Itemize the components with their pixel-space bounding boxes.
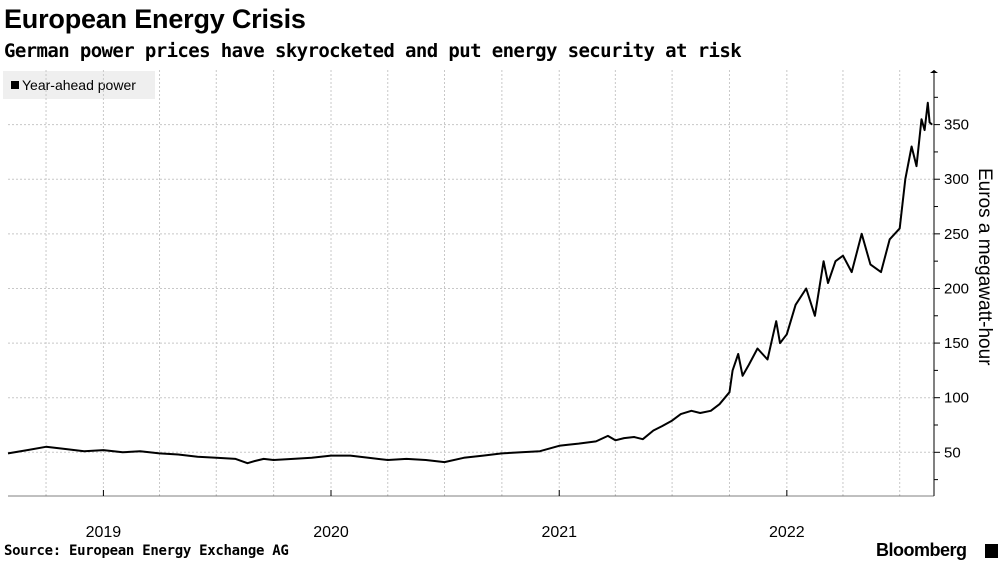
legend: Year-ahead power (3, 71, 155, 99)
legend-label: Year-ahead power (22, 77, 136, 93)
chart-title: European Energy Crisis (4, 4, 306, 34)
x-tick-label: 2019 (86, 524, 122, 541)
chart-subtitle: German power prices have skyrocketed and… (4, 40, 742, 62)
y-tick-label: 150 (944, 335, 969, 352)
y-axis-arrow-icon (930, 70, 938, 73)
y-axis-title: Euros a megawatt-hour (974, 168, 995, 366)
y-tick-label: 300 (944, 171, 969, 188)
brand-mark-icon (985, 544, 998, 558)
y-tick-label: 100 (944, 390, 969, 407)
x-tick-label: 2020 (313, 524, 349, 541)
x-tick-label: 2021 (541, 524, 577, 541)
y-tick-label: 200 (944, 280, 969, 297)
source-note: Source: European Energy Exchange AG (4, 543, 289, 559)
legend-swatch (11, 81, 19, 89)
y-tick-label: 250 (944, 226, 969, 243)
y-axis: 50 100 150 200 250 300 350 (930, 70, 969, 496)
series-line-year-ahead-power (7, 101, 933, 465)
y-tick-label: 50 (944, 444, 961, 461)
grid (8, 70, 934, 496)
x-tick-label: 2022 (769, 524, 805, 541)
y-tick-label: 350 (944, 117, 969, 134)
brand-logo: Bloomberg (876, 540, 967, 560)
x-axis: 2019 2020 2021 2022 (8, 490, 934, 541)
